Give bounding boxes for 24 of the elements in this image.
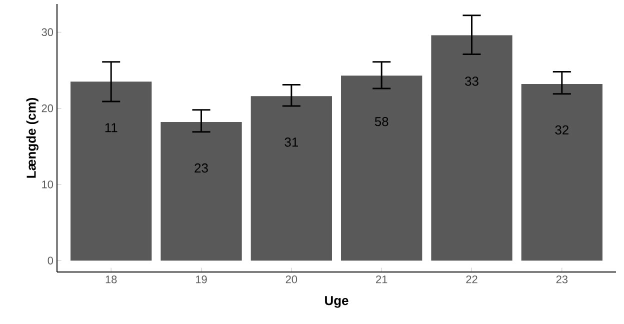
y-tick-label: 10 [42,180,54,188]
annotation: 32 [555,125,568,135]
y-axis-title: Længde (cm) [26,98,38,178]
x-tick-label: 20 [286,276,298,284]
annotation: 33 [465,76,478,86]
bar [250,96,332,261]
bar [70,82,152,261]
annotation: 31 [284,138,298,147]
bar [160,122,242,261]
bar [341,76,422,261]
annotation: 23 [194,163,208,173]
x-axis-title: Uge [325,296,348,308]
bar [431,35,512,261]
y-tick-label: 20 [42,104,54,112]
x-tick-label: 19 [196,276,207,284]
x-tick-label: 18 [106,276,117,284]
x-tick-label: 23 [556,276,568,284]
annotation: 11 [105,123,118,132]
x-tick-label: 22 [466,276,478,284]
y-tick-label: 30 [42,28,54,36]
x-tick-label: 21 [376,276,388,284]
y-tick-label: 0 [48,256,54,264]
bar [521,84,602,261]
annotation: 58 [374,116,388,126]
